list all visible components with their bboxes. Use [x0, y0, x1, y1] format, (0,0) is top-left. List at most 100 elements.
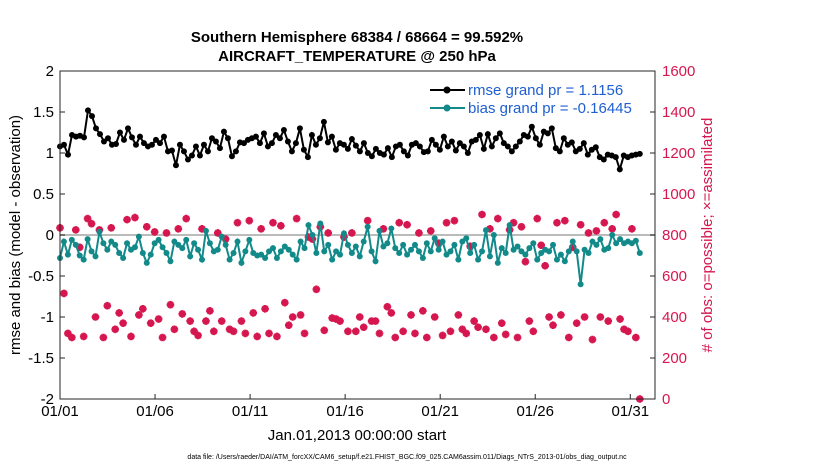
obs-point	[103, 301, 112, 310]
rmse-point	[544, 130, 551, 137]
bias-point	[372, 258, 379, 265]
bias-point	[238, 259, 245, 266]
bias-point	[163, 250, 170, 257]
left-axis-label: rmse and bias (model - observation)	[7, 115, 24, 355]
obs-point	[352, 327, 360, 336]
rmse-point	[404, 152, 411, 159]
rmse-point	[356, 148, 363, 155]
bias-point	[613, 240, 620, 247]
bias-point	[392, 245, 399, 252]
obs-point	[312, 285, 321, 294]
rmse-point	[112, 140, 119, 147]
rmse-point	[292, 140, 299, 147]
bias-point	[84, 236, 91, 243]
obs-point	[383, 302, 392, 311]
bias-point	[569, 238, 576, 245]
bias-point	[384, 240, 391, 247]
obs-point	[462, 329, 471, 338]
obs-point	[525, 317, 534, 325]
rmse-point	[440, 133, 447, 140]
rmse-point	[496, 130, 503, 137]
obs-point	[87, 219, 96, 228]
bias-point	[281, 243, 288, 250]
right-tick-label: 1000	[662, 186, 695, 203]
bias-point	[329, 256, 336, 263]
obs-point	[596, 313, 605, 321]
bias-point	[116, 250, 123, 257]
rmse-point	[252, 133, 259, 140]
rmse-point	[352, 142, 359, 149]
right-tick-label: 1600	[662, 63, 695, 80]
rmse-point	[400, 148, 407, 155]
bias-point	[183, 236, 190, 243]
rmse-point	[524, 133, 531, 140]
obs-point	[466, 242, 474, 251]
rmse-point	[428, 136, 435, 143]
bias-point	[313, 250, 320, 257]
bias-point	[273, 254, 280, 261]
obs-point	[430, 313, 439, 321]
bias-point	[581, 246, 588, 253]
obs-point	[150, 228, 159, 236]
obs-point	[68, 333, 76, 342]
left-tick-label: -2	[41, 391, 54, 408]
obs-point	[182, 214, 191, 223]
rmse-point	[364, 150, 371, 156]
obs-point	[186, 317, 194, 325]
obs-point	[158, 333, 167, 342]
rmse-point	[416, 143, 423, 150]
obs-point	[178, 310, 187, 318]
obs-point	[336, 317, 344, 325]
legend-bias-marker	[443, 104, 451, 112]
bias-point	[112, 241, 119, 248]
rmse-point	[504, 143, 511, 150]
rmse-point	[300, 146, 307, 153]
rmse-point	[424, 148, 431, 155]
rmse-point	[444, 143, 451, 150]
obs-point	[75, 243, 84, 252]
obs-point	[359, 323, 368, 332]
obs-point	[482, 325, 490, 334]
obs-point	[64, 329, 72, 338]
obs-point	[612, 210, 620, 219]
rmse-point	[240, 140, 247, 147]
obs-point	[553, 218, 561, 227]
bias-point	[463, 235, 470, 242]
obs-point	[561, 216, 569, 225]
obs-point	[284, 321, 293, 329]
bias-point	[92, 253, 99, 260]
rmse-point	[152, 136, 159, 143]
obs-point	[568, 243, 577, 252]
bias-point	[348, 250, 355, 257]
left-tick-label: 1	[46, 145, 54, 162]
bias-point	[447, 248, 454, 255]
bias-point	[475, 256, 482, 263]
rmse-point	[488, 143, 495, 150]
obs-point	[166, 300, 175, 309]
x-tick-label: 01/21	[421, 403, 459, 420]
obs-point	[221, 235, 230, 243]
rmse-point	[288, 148, 295, 155]
bias-point	[498, 245, 505, 252]
obs-point	[229, 327, 238, 336]
obs-point	[162, 229, 171, 237]
bias-point	[333, 248, 340, 255]
obs-point	[257, 225, 265, 233]
bias-point	[597, 236, 604, 243]
rmse-point	[136, 133, 143, 140]
obs-point	[628, 225, 636, 233]
bias-point	[143, 259, 150, 266]
rmse-point	[84, 107, 91, 114]
bias-point	[269, 245, 276, 252]
obs-point	[391, 333, 400, 342]
obs-point	[146, 319, 155, 327]
obs-point	[131, 213, 139, 222]
bias-point	[617, 236, 624, 243]
bias-point	[285, 246, 292, 253]
rmse-point	[228, 153, 235, 160]
right-tick-label: 0	[662, 391, 670, 408]
right-tick-label: 800	[662, 227, 687, 244]
bias-point	[321, 248, 328, 255]
obs-point	[300, 329, 309, 338]
obs-point	[632, 333, 640, 342]
